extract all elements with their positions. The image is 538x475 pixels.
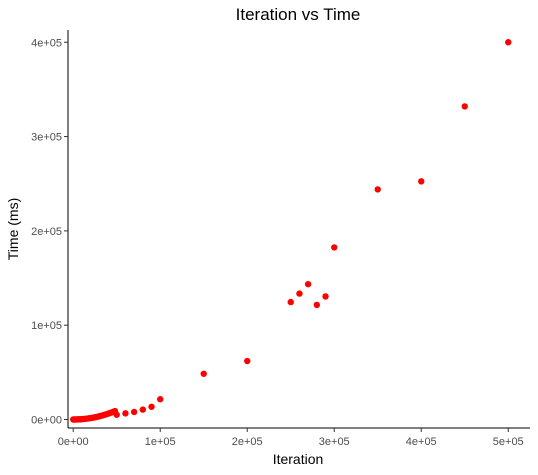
x-axis-title: Iteration <box>273 451 324 467</box>
x-tick-label: 0e+00 <box>58 436 89 448</box>
data-point <box>157 396 164 403</box>
data-point <box>296 290 303 297</box>
y-axis: 0e+00 1e+05 2e+05 3e+05 4e+05 Time (ms) <box>5 30 69 428</box>
data-point <box>505 39 512 46</box>
data-point <box>287 298 294 306</box>
data-point <box>148 403 155 410</box>
x-axis: 0e+00 1e+05 2e+05 3e+05 4e+05 5e+05 Iteration <box>58 427 530 467</box>
data-point <box>331 244 338 251</box>
y-axis-ticks: 0e+00 1e+05 2e+05 3e+05 4e+05 <box>31 37 68 427</box>
data-point <box>122 410 129 417</box>
data-point <box>244 357 251 365</box>
data-point <box>304 280 312 288</box>
x-tick-label: 3e+05 <box>319 436 350 448</box>
data-points <box>70 39 512 423</box>
data-point <box>139 406 147 413</box>
y-tick-label: 2e+05 <box>31 226 62 238</box>
y-tick-label: 0e+00 <box>31 415 62 427</box>
y-tick-label: 4e+05 <box>31 37 62 49</box>
data-point <box>313 301 321 309</box>
x-tick-label: 4e+05 <box>406 436 437 448</box>
x-tick-label: 5e+05 <box>493 436 524 448</box>
data-point <box>461 103 468 110</box>
chart-title: Iteration vs Time <box>236 5 361 24</box>
x-tick-label: 1e+05 <box>145 436 176 448</box>
x-axis-ticks: 0e+00 1e+05 2e+05 3e+05 4e+05 5e+05 <box>58 428 524 448</box>
x-tick-label: 2e+05 <box>232 436 263 448</box>
data-point <box>200 370 207 377</box>
y-tick-label: 3e+05 <box>31 132 62 144</box>
data-point <box>374 186 381 193</box>
data-point <box>418 178 425 185</box>
y-axis-title: Time (ms) <box>5 198 21 260</box>
data-point <box>113 411 120 418</box>
data-point <box>322 293 329 300</box>
y-tick-label: 1e+05 <box>31 320 62 332</box>
data-point <box>130 408 138 416</box>
